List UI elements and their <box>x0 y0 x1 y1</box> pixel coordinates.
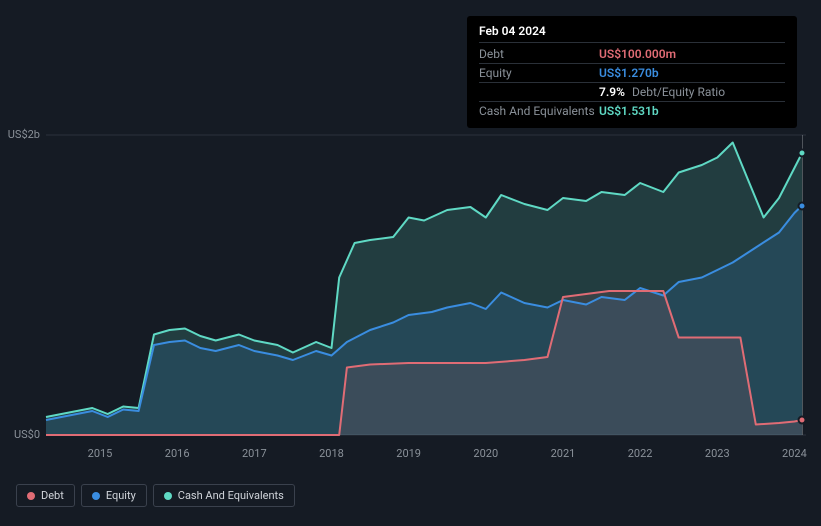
legend-item-label: Equity <box>106 489 136 502</box>
series-end-marker <box>798 149 807 158</box>
x-tick-label: 2024 <box>782 447 807 460</box>
tooltip-row-label: Debt <box>479 47 599 61</box>
hover-vertical-line <box>802 135 803 435</box>
legend-marker-icon <box>92 492 100 500</box>
tooltip-row-label: Equity <box>479 66 599 80</box>
tooltip-row-value: US$1.531b <box>599 104 659 118</box>
legend: Debt Equity Cash And Equivalents <box>16 484 295 507</box>
x-tick-label: 2020 <box>473 447 498 460</box>
tooltip-date: Feb 04 2024 <box>479 24 785 43</box>
tooltip-row-extra: Debt/Equity Ratio <box>629 85 725 99</box>
tooltip-row-value: US$1.270b <box>599 66 659 80</box>
tooltip-row: Cash And EquivalentsUS$1.531b <box>479 102 785 120</box>
legend-item-label: Debt <box>41 489 64 502</box>
x-tick-label: 2021 <box>551 447 576 460</box>
tooltip-row-value: 7.9% Debt/Equity Ratio <box>599 85 725 99</box>
x-tick-label: 2022 <box>628 447 653 460</box>
tooltip-row-label: Cash And Equivalents <box>479 104 599 118</box>
y-tick-label: US$0 <box>0 428 40 441</box>
x-tick-label: 2018 <box>319 447 344 460</box>
x-tick-label: 2023 <box>705 447 730 460</box>
x-tick-label: 2017 <box>242 447 267 460</box>
tooltip-row: EquityUS$1.270b <box>479 64 785 83</box>
tooltip-box: Feb 04 2024 DebtUS$100.000mEquityUS$1.27… <box>467 16 797 128</box>
chart-container: US$0 US$2b 2015 2016 2017 2018 2019 2020 2021 20… <box>0 0 821 526</box>
series-end-marker <box>798 201 807 210</box>
tooltip-row-value: US$100.000m <box>599 47 676 61</box>
legend-item[interactable]: Cash And Equivalents <box>153 484 295 507</box>
legend-item[interactable]: Equity <box>81 484 147 507</box>
y-tick-label: US$2b <box>0 128 40 141</box>
tooltip-row: 7.9% Debt/Equity Ratio <box>479 83 785 102</box>
x-tick-label: 2015 <box>88 447 113 460</box>
x-tick-label: 2016 <box>165 447 190 460</box>
tooltip-row: DebtUS$100.000m <box>479 45 785 64</box>
series-end-marker <box>798 416 807 425</box>
tooltip-rows: DebtUS$100.000mEquityUS$1.270b7.9% Debt/… <box>479 45 785 120</box>
legend-item[interactable]: Debt <box>16 484 75 507</box>
x-tick-label: 2019 <box>396 447 421 460</box>
legend-marker-icon <box>164 492 172 500</box>
legend-marker-icon <box>27 492 35 500</box>
legend-item-label: Cash And Equivalents <box>178 489 284 502</box>
